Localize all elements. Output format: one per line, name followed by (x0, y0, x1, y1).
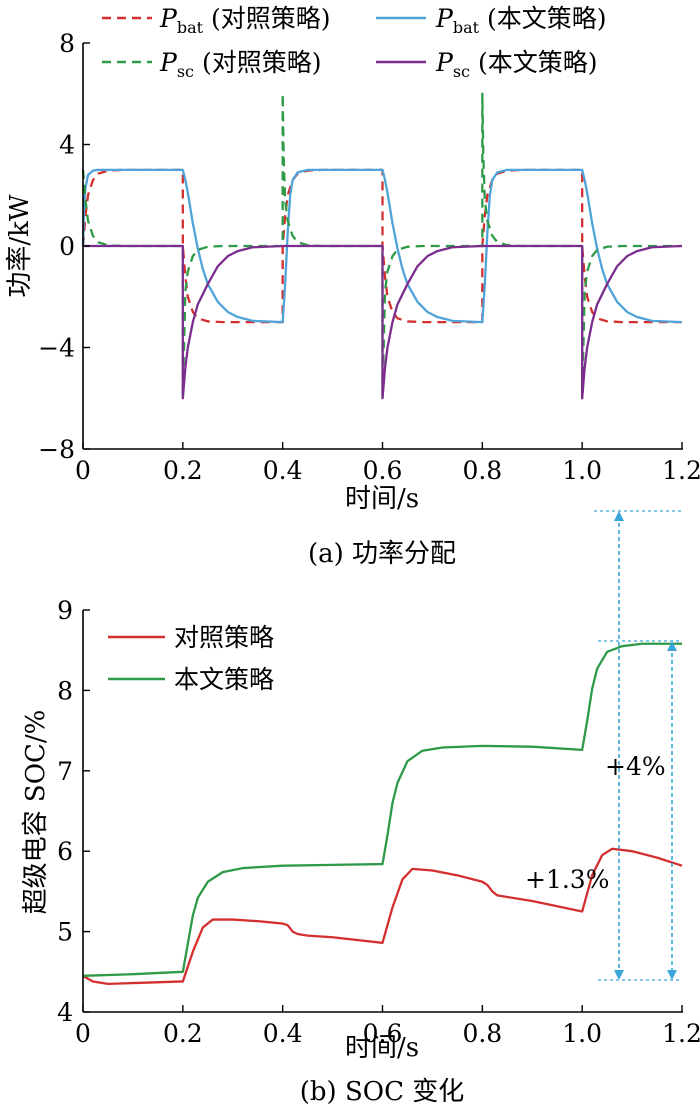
y-tick-label: −4 (38, 334, 75, 363)
x-tick-label: 0 (75, 1019, 91, 1048)
chart-b: 0 0.2 0.4 0.6 0.8 1.0 1.2 9 8 7 6 5 4 对照策略 本文策略 +4% … (21, 510, 700, 1107)
chart-b-annotations: +4% +1.3% (525, 510, 682, 981)
x-tick-label: 0.2 (163, 456, 203, 485)
x-tick-label: 1.0 (562, 456, 602, 485)
y-tick-label: 8 (57, 676, 73, 705)
legend-item-a1: Pbat (本文策略) (376, 4, 607, 37)
annotation-label-4pct: +4% (605, 752, 666, 781)
chart-a-xlabel: 时间/s (345, 484, 419, 514)
chart-a-axes: 0 0.2 0.4 0.6 0.8 1.0 1.2 8 4 0 −4 −8 (38, 29, 700, 485)
y-tick-label: 8 (59, 29, 75, 58)
chart-b-caption: (b) SOC 变化 (300, 1077, 464, 1107)
legend-item-a3: Psc (本文策略) (376, 48, 597, 81)
chart-a-series (81, 92, 683, 400)
legend-label-rest: (本文策略) (479, 4, 606, 33)
chart-a-caption: (a) 功率分配 (308, 539, 456, 569)
chart-a-legend: Pbat (对照策略) Pbat (本文策略) Psc (对照策略) Psc (… (102, 4, 607, 81)
legend-label: 本文策略 (174, 665, 274, 694)
legend-label-sub: bat (177, 18, 204, 37)
legend-label-rest: (本文策略) (470, 48, 597, 77)
svg-text:Psc (本文策略): Psc (本文策略) (435, 48, 597, 81)
legend-label-sub: bat (453, 18, 480, 37)
y-tick-label: −8 (38, 435, 75, 464)
x-tick-label: 0.4 (263, 1019, 303, 1048)
x-tick-label: 1.2 (662, 456, 700, 485)
annotation-label-1p3pct: +1.3% (525, 865, 609, 894)
y-tick-label: 0 (59, 232, 75, 261)
legend-label-rest: (对照策略) (194, 48, 321, 77)
y-tick-label: 9 (57, 596, 73, 625)
y-tick-label: 4 (57, 998, 73, 1027)
x-tick-label: 0.6 (363, 1019, 403, 1048)
chart-b-ylabel: 超级电容 SOC/% (21, 710, 51, 915)
legend-item-a0: Pbat (对照策略) (102, 4, 331, 37)
x-tick-label: 0.2 (163, 1019, 203, 1048)
svg-text:Psc (对照策略): Psc (对照策略) (159, 48, 321, 81)
legend-item-b0: 对照策略 (108, 623, 274, 652)
legend-label-main: P (159, 4, 178, 33)
legend-label-sub: sc (453, 62, 470, 81)
series-line-1-0 (82, 847, 683, 986)
legend-item-a2: Psc (对照策略) (102, 48, 321, 81)
chart-a-ylabel: 功率/kW (5, 194, 35, 298)
svg-text:Pbat (对照策略): Pbat (对照策略) (159, 4, 331, 37)
x-tick-label: 0.4 (263, 456, 303, 485)
series-line-0-3 (83, 244, 683, 400)
y-tick-label: 6 (57, 837, 73, 866)
x-tick-label: 1.2 (662, 1019, 700, 1048)
y-tick-label: 4 (59, 131, 75, 160)
chart-b-xlabel: 时间/s (345, 1033, 419, 1063)
x-tick-label: 0.8 (462, 1019, 502, 1048)
legend-label-main: P (435, 48, 454, 77)
chart-b-series (82, 642, 683, 986)
series-line-1-1 (82, 642, 682, 977)
legend-label: 对照策略 (174, 623, 274, 652)
legend-label-main: P (435, 4, 454, 33)
x-tick-label: 0.8 (462, 456, 502, 485)
svg-text:Pbat (本文策略): Pbat (本文策略) (435, 4, 607, 37)
chart-b-legend: 对照策略 本文策略 (108, 623, 274, 694)
x-tick-label: 0 (75, 456, 91, 485)
x-tick-label: 0.6 (363, 456, 403, 485)
legend-label-main: P (159, 48, 178, 77)
y-tick-label: 5 (57, 918, 73, 947)
chart-b-axes: 0 0.2 0.4 0.6 0.8 1.0 1.2 9 8 7 6 5 4 (57, 596, 700, 1048)
legend-label-sub: sc (177, 62, 194, 81)
series-line-0-1 (81, 168, 683, 324)
legend-label-rest: (对照策略) (203, 4, 330, 33)
legend-item-b1: 本文策略 (108, 665, 274, 694)
y-tick-label: 7 (57, 757, 73, 786)
x-tick-label: 1.0 (562, 1019, 602, 1048)
chart-a: Pbat (对照策略) Pbat (本文策略) Psc (对照策略) Psc (… (5, 4, 700, 569)
